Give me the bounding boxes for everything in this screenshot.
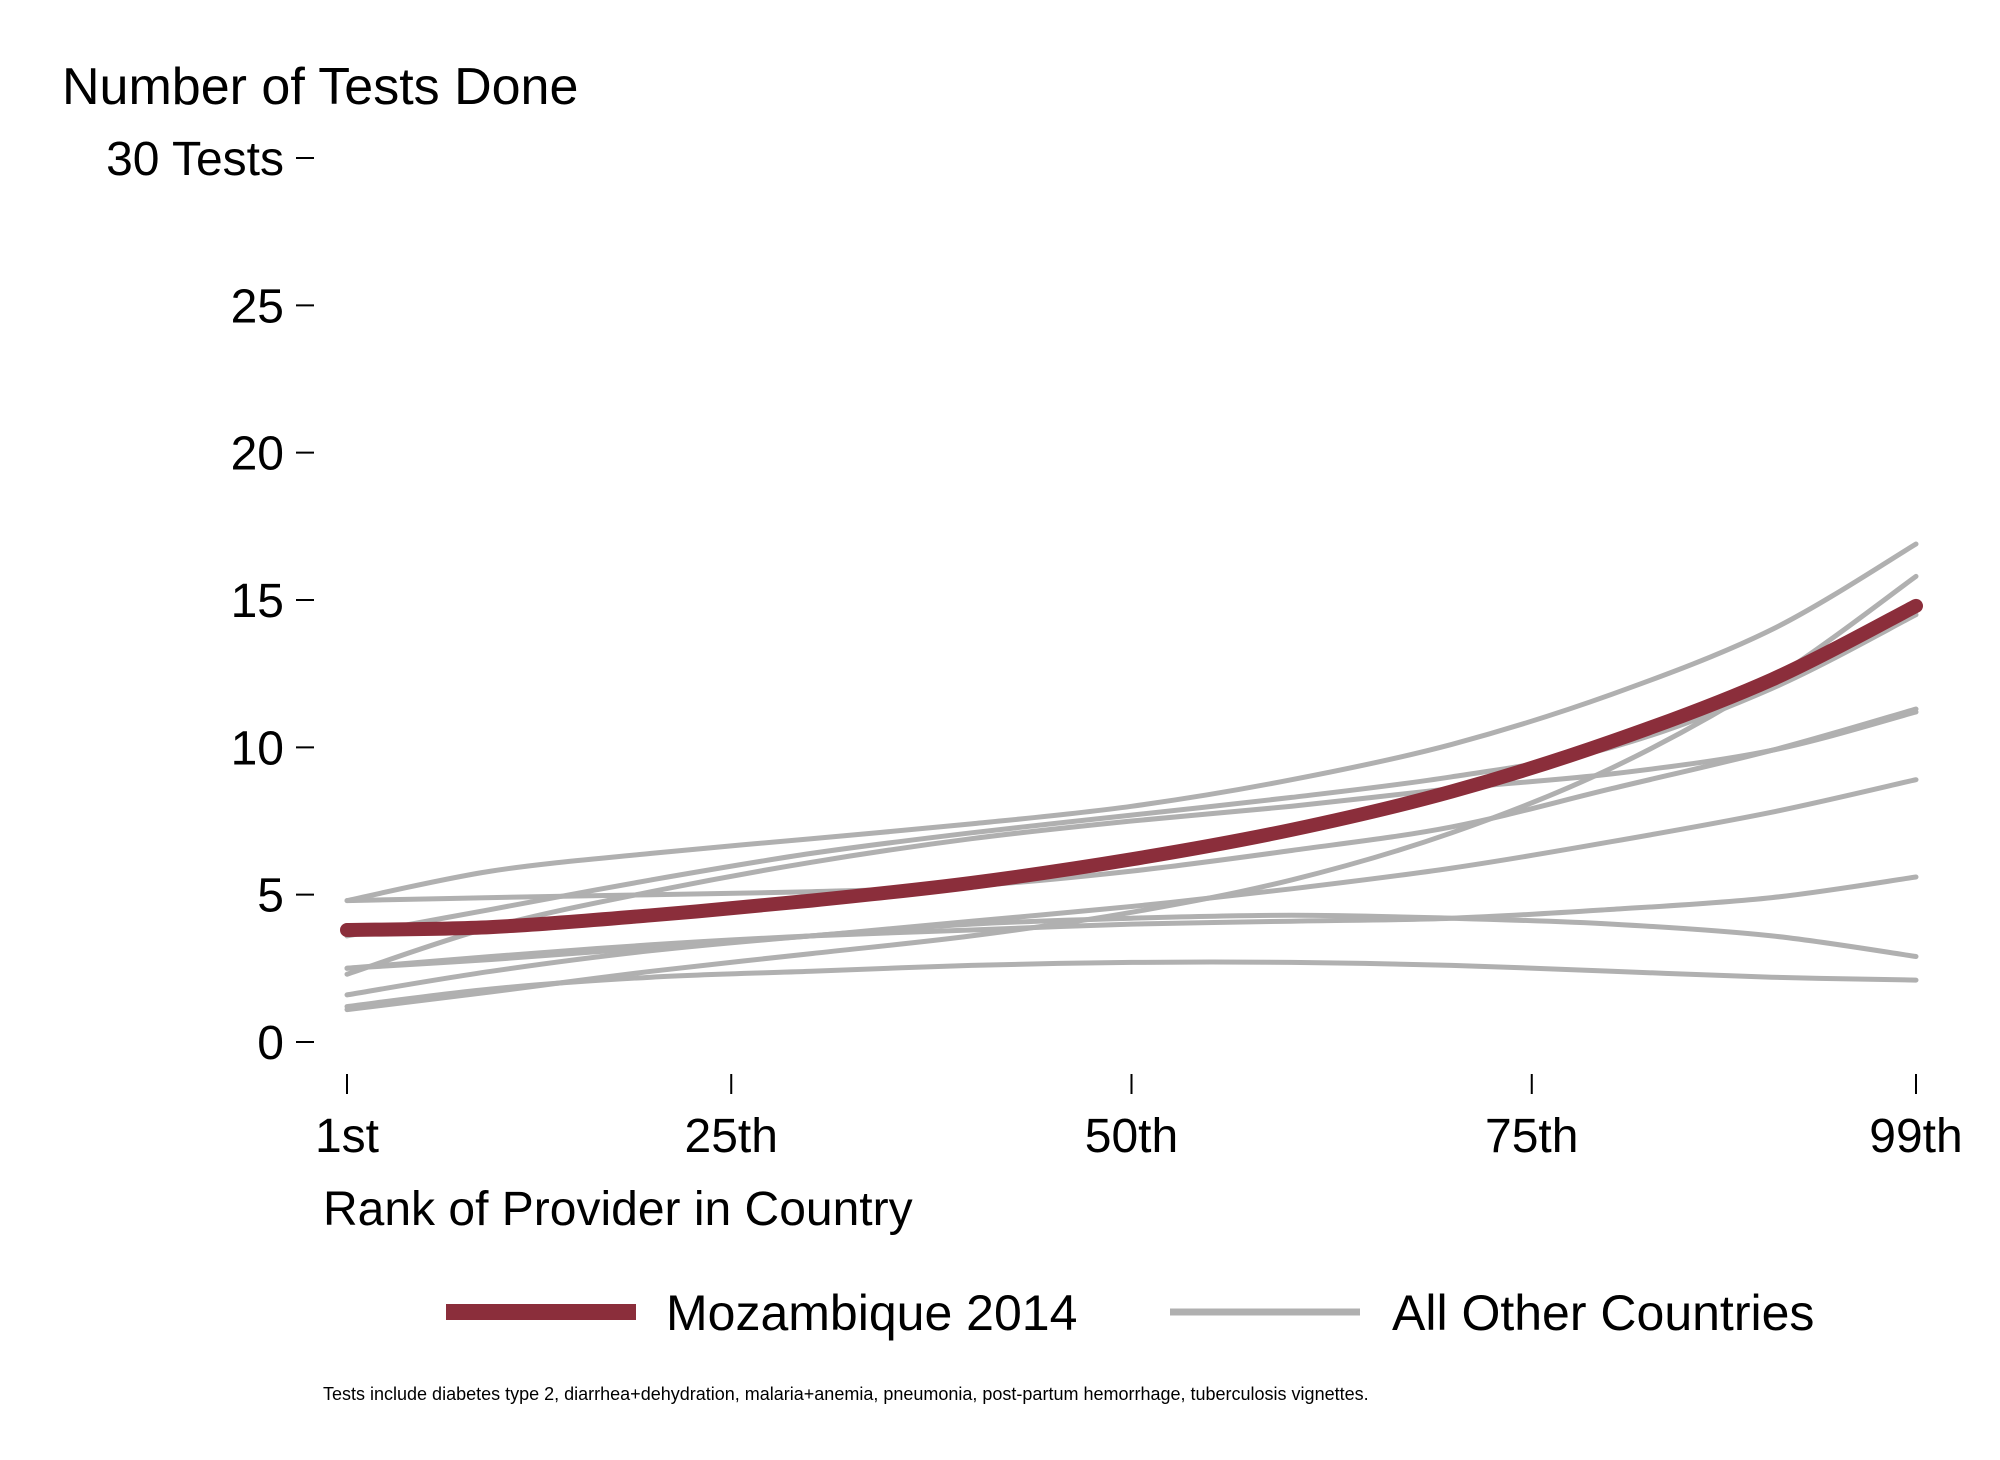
y-tick-label: 0: [257, 1017, 284, 1070]
y-tick-label: 10: [231, 722, 284, 775]
y-tick-label: 20: [231, 428, 284, 481]
y-tick-label: 5: [257, 870, 284, 923]
y-tick-label: 25: [231, 280, 284, 333]
legend-label-mozambique: Mozambique 2014: [666, 1285, 1077, 1341]
x-axis: 1st 25th 50th 75th 99th: [315, 1074, 1963, 1163]
series-line-other-country-5: [344, 706, 1919, 904]
series-line-other-country-4: [344, 709, 1919, 977]
series-line-other-country-1: [344, 541, 1919, 904]
x-tick-label: 75th: [1485, 1110, 1578, 1163]
series-line-other-country-9: [344, 959, 1919, 1010]
x-tick-label: 1st: [315, 1110, 379, 1163]
x-tick-label: 25th: [685, 1110, 778, 1163]
y-tick-label: 30 Tests: [106, 133, 284, 186]
series-line-other-country-6: [344, 777, 1919, 971]
series-line-other-country-8: [344, 912, 1919, 998]
series-layer: [340, 541, 1923, 1013]
series-line-other-country-3: [344, 612, 1919, 939]
y-tick-label: 15: [231, 575, 284, 628]
y-axis: 0 5 10 15 20 25 30 Tests: [106, 133, 314, 1070]
x-tick-label: 99th: [1869, 1110, 1962, 1163]
x-tick-label: 50th: [1085, 1110, 1178, 1163]
legend-label-other-countries: All Other Countries: [1392, 1285, 1814, 1341]
chart-title: Number of Tests Done: [62, 58, 578, 116]
series-line-mozambique-2014: [340, 598, 1923, 937]
series-line-other-country-7: [344, 874, 1919, 971]
series-line-other-country-2: [344, 573, 1919, 1013]
x-axis-label: Rank of Provider in Country: [323, 1183, 913, 1236]
chart-note: Tests include diabetes type 2, diarrhea+…: [323, 1384, 1369, 1404]
legend: Mozambique 2014 All Other Countries: [446, 1285, 1814, 1341]
